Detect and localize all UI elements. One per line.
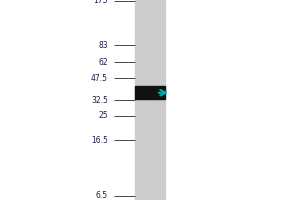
Text: 6.5: 6.5 xyxy=(96,191,108,200)
Text: 16.5: 16.5 xyxy=(91,136,108,145)
Text: 175: 175 xyxy=(94,0,108,5)
Text: 32.5: 32.5 xyxy=(91,96,108,105)
Text: 47.5: 47.5 xyxy=(91,74,108,83)
Text: 62: 62 xyxy=(98,58,108,67)
Text: 25: 25 xyxy=(98,111,108,120)
Bar xyxy=(135,86,165,99)
Text: 83: 83 xyxy=(98,41,108,50)
Bar xyxy=(135,0,165,200)
